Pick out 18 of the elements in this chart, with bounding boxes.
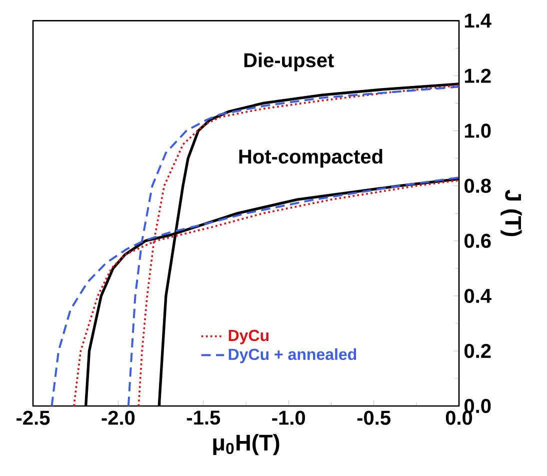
x-tick-label: -1.0 <box>272 410 305 425</box>
x-tick-label: -1.5 <box>186 410 220 425</box>
legend-label: DyCu <box>228 330 268 344</box>
x-tick-label: -2.0 <box>102 410 135 425</box>
y-axis-title: J (T) <box>500 190 522 236</box>
annotation: Hot-compacted <box>239 148 382 168</box>
y-tick-label: 1.4 <box>464 14 492 28</box>
x-tick-label: -2.5 <box>16 410 50 425</box>
legend-label: DyCu + annealed <box>228 348 356 364</box>
x-axis-title: μ$_{0}$H(T) <box>213 434 280 456</box>
x-tick-label: -0.5 <box>357 410 390 425</box>
annotation: Die-upset <box>244 52 334 72</box>
y-tick-label: 0.8 <box>464 178 491 193</box>
y-tick-label: 0.2 <box>464 344 491 358</box>
y-tick-label: 0.6 <box>464 234 491 248</box>
y-tick-label: 1.2 <box>464 68 491 83</box>
y-tick-label: 1.0 <box>464 124 491 138</box>
y-tick-label: 0.4 <box>464 288 492 303</box>
